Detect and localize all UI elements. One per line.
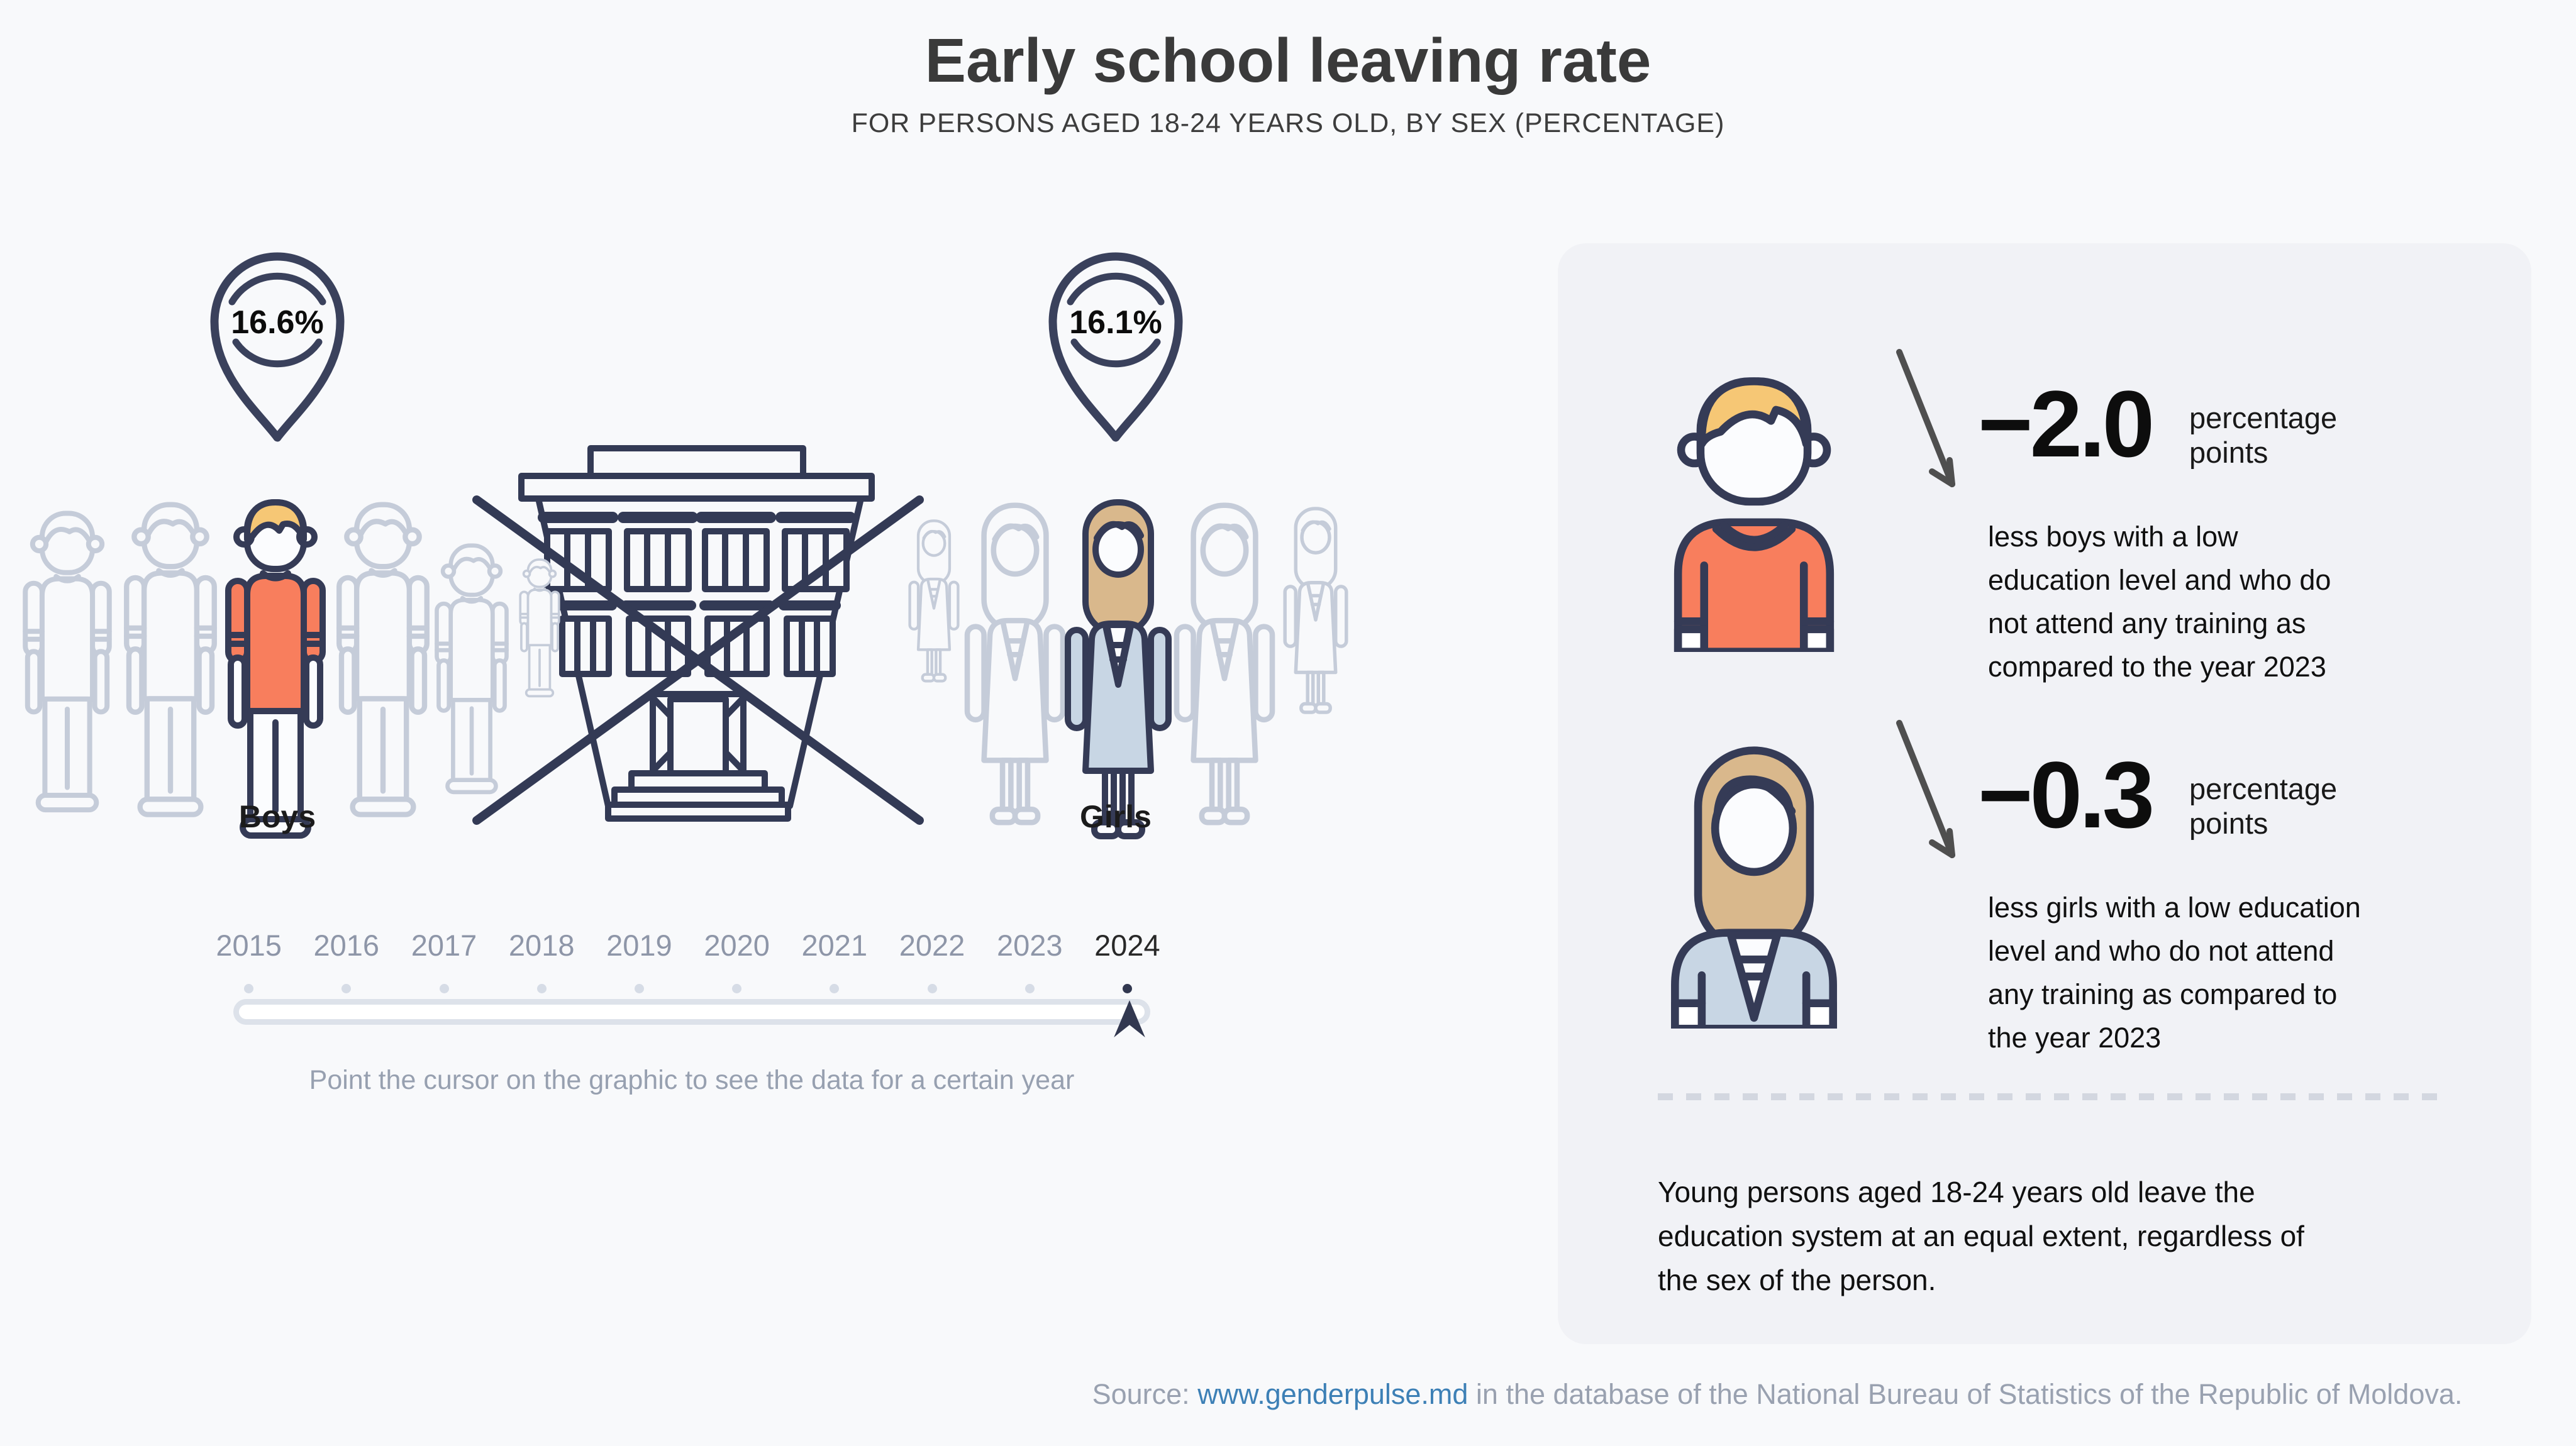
- girls-change-value: −0.3: [1978, 742, 2155, 847]
- boy-avatar-icon: [1674, 377, 1835, 652]
- school-building-illustration: [518, 445, 875, 809]
- stats-panel: −2.0 percentage points less boys with a …: [1558, 243, 2531, 1344]
- year-label[interactable]: 2017: [411, 929, 477, 962]
- timeline-track[interactable]: [233, 999, 1150, 1025]
- timeline-dot[interactable]: [981, 982, 1079, 995]
- timeline-dot[interactable]: [200, 982, 297, 995]
- year-label[interactable]: 2015: [216, 929, 282, 962]
- timeline-dots: [200, 982, 1176, 995]
- decrease-arrow-icon: [1896, 349, 1955, 487]
- year-label[interactable]: 2020: [704, 929, 770, 962]
- boys-label: Boys: [239, 799, 316, 834]
- girls-pin-value: 16.1%: [1069, 304, 1162, 341]
- girls-label: Girls: [1080, 799, 1152, 834]
- boys-pin-value: 16.6%: [231, 304, 323, 341]
- boys-pin: 16.6%: [210, 252, 345, 442]
- girls-change-unit: percentage points: [2189, 772, 2338, 840]
- cross-out-icon: [472, 495, 924, 825]
- timeline-dot-selected[interactable]: [1079, 982, 1176, 995]
- year-label-selected[interactable]: 2024: [1094, 929, 1160, 962]
- decrease-arrow-icon: [1896, 720, 1955, 858]
- year-label[interactable]: 2018: [508, 929, 575, 962]
- timeline-hint: Point the cursor on the graphic to see t…: [309, 1065, 1075, 1095]
- boys-crowd: [25, 502, 560, 836]
- girls-change-description: less girls with a low education level an…: [1988, 891, 2361, 1054]
- timeline-dot[interactable]: [493, 982, 591, 995]
- source-prefix: Source:: [1092, 1378, 1198, 1410]
- panel-summary: Young persons aged 18-24 years old leave…: [1658, 1176, 2304, 1296]
- school-entrance: [605, 691, 791, 822]
- year-label[interactable]: 2019: [606, 929, 672, 962]
- highlighted-girl-figure: [1068, 502, 1169, 836]
- timeline-dot[interactable]: [395, 982, 492, 995]
- source-link[interactable]: www.genderpulse.md: [1197, 1378, 1468, 1410]
- year-labels: 2015 2016 2017 2018 2019 2020 2021 2022 …: [200, 928, 1176, 963]
- page-title: Early school leaving rate: [924, 26, 1652, 95]
- timeline-cursor-icon[interactable]: [1114, 1000, 1145, 1038]
- timeline-dot[interactable]: [297, 982, 395, 995]
- timeline-dot[interactable]: [883, 982, 980, 995]
- girls-pin: 16.1%: [1048, 252, 1183, 442]
- timeline-dot[interactable]: [591, 982, 688, 995]
- source-note: Source: www.genderpulse.md in the databa…: [1016, 1378, 2538, 1411]
- girl-avatar-icon: [1671, 746, 1837, 1029]
- timeline-dot[interactable]: [688, 982, 786, 995]
- year-label[interactable]: 2023: [996, 929, 1063, 962]
- year-label[interactable]: 2022: [899, 929, 965, 962]
- girls-crowd: [910, 502, 1346, 836]
- boys-change-value: −2.0: [1978, 371, 2155, 477]
- timeline-dot[interactable]: [786, 982, 883, 995]
- boys-change-unit: percentage points: [2189, 401, 2338, 469]
- panel-divider: [1658, 1093, 2440, 1100]
- source-suffix: in the database of the National Bureau o…: [1468, 1378, 2463, 1410]
- boys-change-description: less boys with a low education level and…: [1988, 521, 2331, 683]
- page-subtitle: FOR PERSONS AGED 18-24 YEARS OLD, BY SEX…: [851, 108, 1725, 138]
- year-label[interactable]: 2016: [313, 929, 380, 962]
- year-label[interactable]: 2021: [801, 929, 868, 962]
- highlighted-boy-figure: [228, 502, 323, 836]
